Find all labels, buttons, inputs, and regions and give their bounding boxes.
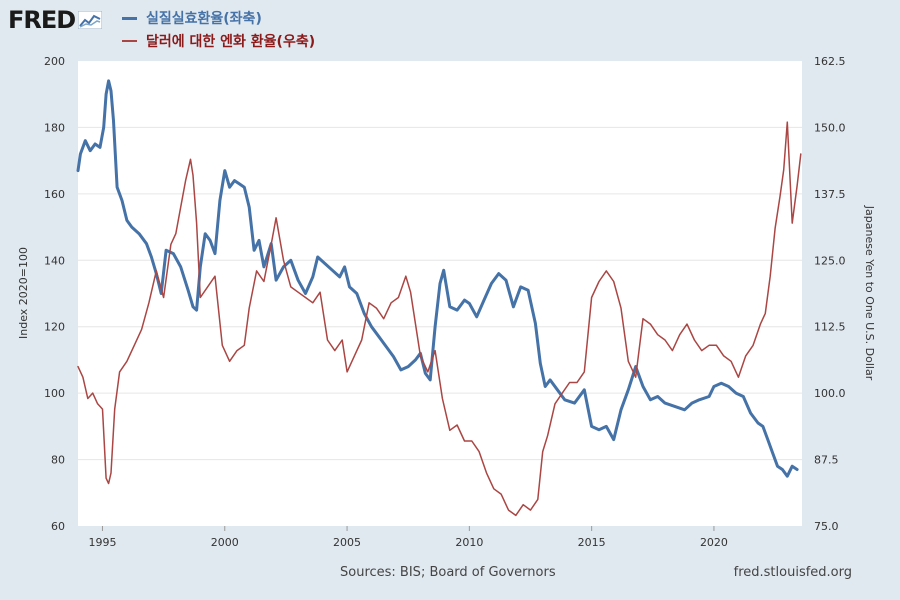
right-axis-ticks: 75.0 87.5 100.0 112.5 125.0 137.5 150.0 162.5 xyxy=(814,55,846,533)
footer-url[interactable]: fred.stlouisfed.org xyxy=(733,565,852,580)
x-tick-label: 2005 xyxy=(333,536,361,549)
left-axis-ticks: 60 80 100 120 140 160 180 200 xyxy=(44,55,65,533)
series-lines xyxy=(76,79,802,517)
right-tick-label: 112.5 xyxy=(814,321,846,334)
x-tick-label: 2000 xyxy=(211,536,239,549)
left-tick-label: 180 xyxy=(44,121,65,134)
x-tick-label: 2010 xyxy=(455,536,483,549)
legend-item-reer: 실질실효환율(좌축) xyxy=(122,8,262,28)
x-axis-ticks: 1995 2000 2005 2010 2015 2020 xyxy=(88,526,728,549)
footer-source: Sources: BIS; Board of Governors xyxy=(340,565,556,580)
legend-item-jpy-usd: 달러에 대한 엔화 환율(우축) xyxy=(122,31,315,51)
left-tick-label: 80 xyxy=(51,454,65,467)
left-tick-label: 160 xyxy=(44,188,65,201)
left-axis-title: Index 2020=100 xyxy=(17,247,30,339)
x-tick-label: 1995 xyxy=(88,536,116,549)
right-tick-label: 100.0 xyxy=(814,387,846,400)
left-tick-label: 100 xyxy=(44,387,65,400)
legend-swatch-reer xyxy=(122,16,137,20)
right-axis-title: Japanese Yen to One U.S. Dollar xyxy=(863,205,876,381)
x-tick-label: 2015 xyxy=(578,536,606,549)
x-tick-label: 2020 xyxy=(700,536,728,549)
fred-logo[interactable]: FRED xyxy=(8,6,103,34)
left-tick-label: 60 xyxy=(51,520,65,533)
series-line-jpy-usd xyxy=(77,121,802,517)
right-tick-label: 162.5 xyxy=(814,55,846,68)
legend-label-jpy-usd: 달러에 대한 엔화 환율(우축) xyxy=(146,34,316,50)
legend-swatch-jpy-usd xyxy=(122,40,137,42)
right-tick-label: 125.0 xyxy=(814,254,846,267)
right-tick-label: 87.5 xyxy=(814,454,839,467)
left-tick-label: 140 xyxy=(44,254,65,267)
right-tick-label: 75.0 xyxy=(814,520,839,533)
right-tick-label: 137.5 xyxy=(814,188,846,201)
left-tick-label: 120 xyxy=(44,321,65,334)
legend-label-reer: 실질실효환율(좌축) xyxy=(146,11,262,27)
chart-header: FRED 실질실효환율(좌축) 달러에 대한 엔화 환율(우축) xyxy=(0,0,900,58)
left-tick-label: 200 xyxy=(44,55,65,68)
gridlines xyxy=(78,126,802,461)
line-chart-icon xyxy=(78,11,103,29)
series-line-reer xyxy=(76,79,799,478)
right-tick-label: 150.0 xyxy=(814,121,846,134)
fred-logo-text: FRED xyxy=(8,6,76,34)
